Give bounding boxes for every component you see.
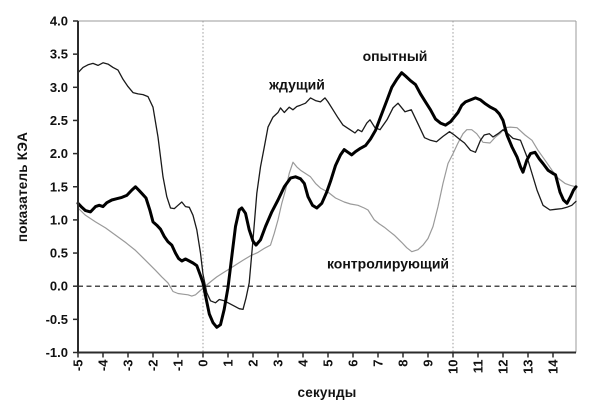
- x-tick-label: 12: [496, 360, 511, 374]
- y-tick-label: 0.5: [50, 246, 68, 261]
- x-tick-label: 11: [471, 360, 486, 374]
- series-line-контролирующий: [77, 126, 577, 297]
- y-tick-label: -0.5: [46, 312, 68, 327]
- x-tick-label: -3: [121, 360, 136, 372]
- series-label-опытный: опытный: [363, 48, 428, 64]
- x-tick-label: 6: [346, 360, 361, 367]
- series-line-опытный: [76, 71, 578, 329]
- x-axis-title: секунды: [297, 385, 357, 400]
- y-tick-label: 2.5: [50, 113, 68, 128]
- x-tick-label: 10: [446, 360, 461, 374]
- y-tick-label: 4.0: [50, 14, 68, 29]
- x-tick-label: 14: [546, 359, 561, 374]
- x-tick-label: -1: [171, 360, 186, 372]
- series-line-ждущий: [77, 62, 577, 311]
- x-tick-label: 3: [271, 360, 286, 367]
- series-label-ждущий: ждущий: [268, 77, 325, 93]
- y-tick-label: -1.0: [46, 345, 68, 360]
- x-tick-label: -5: [71, 360, 86, 372]
- y-axis-title: показатель КЭА: [15, 131, 30, 243]
- x-tick-label: 2: [246, 360, 261, 367]
- y-tick-label: 3.5: [50, 47, 68, 62]
- x-tick-label: 13: [521, 360, 536, 374]
- x-tick-label: 8: [396, 360, 411, 367]
- x-tick-label: 7: [371, 360, 386, 367]
- y-tick-label: 1.5: [50, 179, 68, 194]
- x-tick-label: 9: [421, 360, 436, 367]
- x-tick-label: 5: [321, 360, 336, 367]
- x-tick-label: 1: [221, 360, 236, 367]
- x-tick-label: 0: [196, 360, 211, 367]
- x-tick-label: -2: [146, 360, 161, 372]
- series-label-контролирующий: контролирующий: [327, 256, 449, 272]
- x-tick-label: -4: [96, 359, 111, 371]
- y-tick-label: 2.0: [50, 146, 68, 161]
- y-tick-label: 3.0: [50, 80, 68, 95]
- y-tick-label: 1.0: [50, 212, 68, 227]
- y-tick-label: 0.0: [50, 279, 68, 294]
- x-tick-label: 4: [296, 359, 311, 367]
